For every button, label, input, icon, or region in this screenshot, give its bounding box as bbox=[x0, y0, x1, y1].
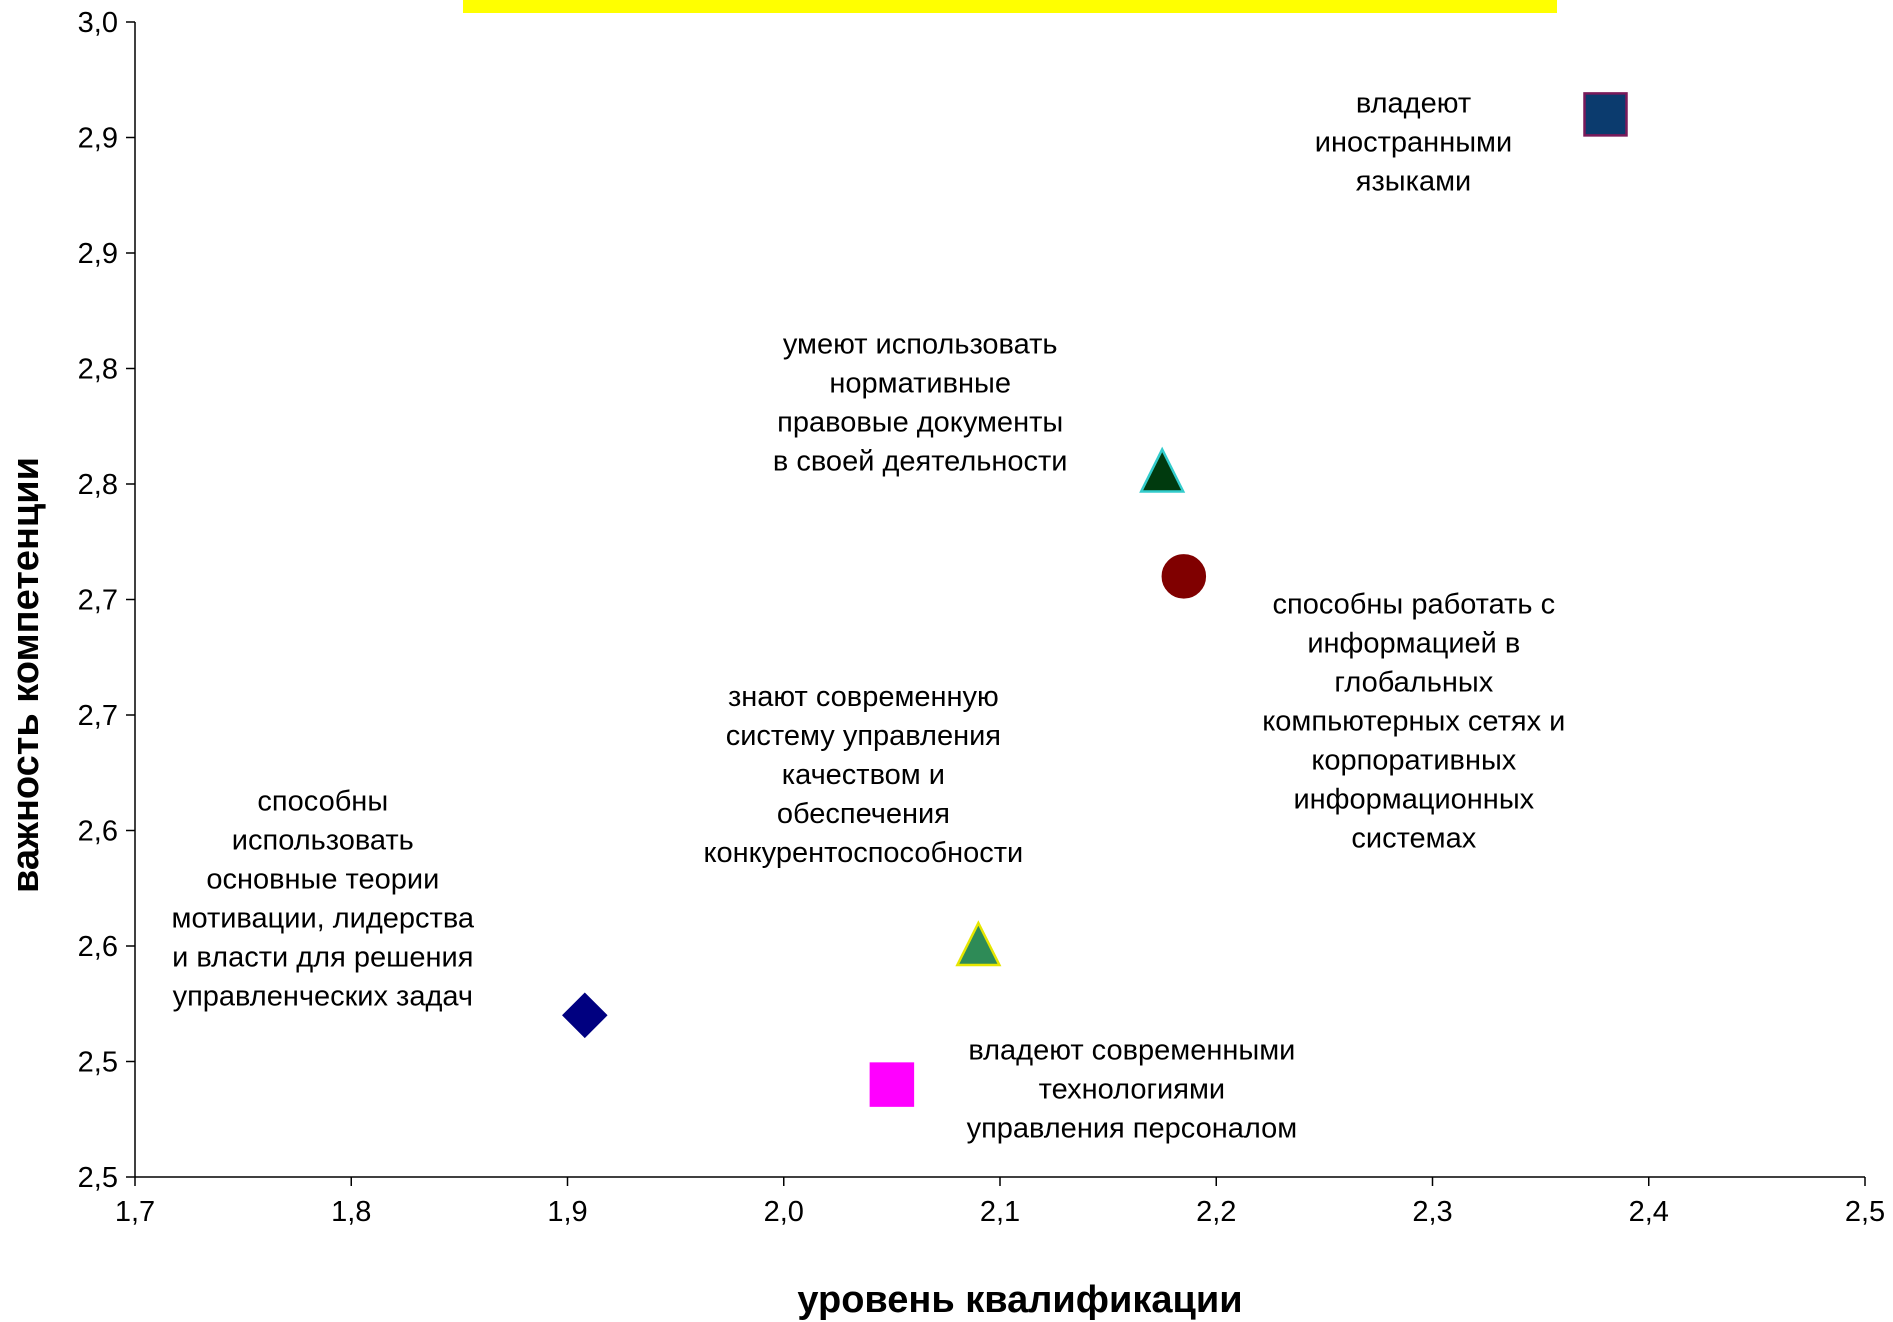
x-tick-label: 2,4 bbox=[1629, 1196, 1669, 1228]
point-label-line: способны bbox=[257, 785, 388, 817]
x-tick-label: 2,1 bbox=[980, 1196, 1020, 1228]
point-label: умеют использовать нормативные правовые до… bbox=[773, 328, 1068, 477]
point-label-line: способны работать с bbox=[1273, 588, 1556, 620]
x-axis-title: уровень квалификации bbox=[797, 1279, 1242, 1321]
point-label-line: мотивации, лидерства bbox=[172, 902, 475, 934]
x-tick-label: 2,5 bbox=[1845, 1196, 1885, 1228]
point-label-line: языками bbox=[1356, 165, 1471, 197]
x-tick-label: 2,2 bbox=[1196, 1196, 1236, 1228]
y-tick-label: 2,5 bbox=[78, 1162, 118, 1194]
data-point-triangle bbox=[1139, 446, 1186, 493]
point-label-line: основные теории bbox=[206, 863, 439, 895]
y-tick-label: 2,7 bbox=[78, 700, 118, 732]
point-label: владеют иностранными языками bbox=[1315, 87, 1512, 197]
y-tick-label: 2,8 bbox=[78, 354, 118, 386]
point-label-line: корпоративных bbox=[1311, 744, 1516, 776]
point-label-line: нормативные bbox=[829, 367, 1011, 399]
point-label-line: систему управления bbox=[726, 720, 1001, 752]
point-label-line: качеством и bbox=[782, 759, 945, 791]
y-axis-title: важность компетенции bbox=[5, 457, 47, 893]
point-label-line: информационных bbox=[1293, 783, 1534, 815]
point-label-line: конкурентоспособности bbox=[704, 837, 1024, 869]
y-axis-ticks: 2,5 2,5 2,6 2,6 2,7 2,7 2,8 2,8 2,9 2,9 3,0 bbox=[78, 7, 135, 1194]
point-label-line: знают современную bbox=[728, 681, 999, 713]
point-labels: владеют иностранными языками умеют использо… bbox=[172, 87, 1566, 1144]
point-label-line: владеют современными bbox=[968, 1035, 1295, 1067]
point-label: знают современную систему управления качес… bbox=[704, 681, 1024, 869]
point-label: владеют современными технологиями управлен… bbox=[967, 1035, 1298, 1145]
point-label: способны работать с информацией в глобальн… bbox=[1262, 588, 1565, 854]
data-point-square bbox=[1583, 92, 1628, 137]
x-tick-label: 1,8 bbox=[331, 1196, 371, 1228]
data-points bbox=[562, 92, 1628, 1107]
point-label-line: системах bbox=[1351, 822, 1476, 854]
point-label: способны использовать основные теории мотив… bbox=[172, 785, 475, 1012]
point-label-line: правовые документы bbox=[777, 406, 1063, 438]
point-label-line: и власти для решения bbox=[172, 941, 473, 973]
point-label-line: в своей деятельности bbox=[773, 445, 1068, 477]
x-tick-label: 1,7 bbox=[115, 1196, 155, 1228]
point-label-line: обеспечения bbox=[777, 798, 950, 830]
title-banner bbox=[463, 0, 1557, 13]
x-tick-label: 2,0 bbox=[764, 1196, 804, 1228]
point-label-line: умеют использовать bbox=[783, 328, 1058, 360]
point-label-line: компьютерных сетях и bbox=[1262, 705, 1565, 737]
y-tick-label: 2,6 bbox=[78, 816, 118, 848]
data-point-circle bbox=[1161, 554, 1207, 599]
y-tick-label: 2,9 bbox=[78, 123, 118, 155]
point-label-line: иностранными bbox=[1315, 126, 1512, 158]
x-axis-ticks: 1,7 1,8 1,9 2,0 2,1 2,2 2,3 2,4 2,5 bbox=[115, 1177, 1885, 1228]
point-label-line: управления персоналом bbox=[967, 1113, 1298, 1145]
point-label-line: использовать bbox=[232, 824, 414, 856]
y-tick-label: 2,9 bbox=[78, 238, 118, 270]
y-tick-label: 2,7 bbox=[78, 585, 118, 617]
data-point-diamond bbox=[562, 992, 608, 1039]
data-point-square bbox=[869, 1062, 915, 1107]
y-tick-label: 3,0 bbox=[78, 7, 118, 39]
x-tick-label: 1,9 bbox=[547, 1196, 587, 1228]
x-tick-label: 2,3 bbox=[1412, 1196, 1452, 1228]
point-label-line: глобальных bbox=[1334, 666, 1493, 698]
y-tick-label: 2,8 bbox=[78, 469, 118, 501]
point-label-line: технологиями bbox=[1039, 1074, 1225, 1106]
y-tick-label: 2,6 bbox=[78, 931, 118, 963]
point-label-line: управленческих задач bbox=[173, 980, 473, 1012]
point-label-line: информацией в bbox=[1307, 627, 1520, 659]
point-label-line: владеют bbox=[1356, 87, 1471, 119]
data-point-triangle bbox=[955, 920, 1002, 967]
y-tick-label: 2,5 bbox=[78, 1047, 118, 1079]
